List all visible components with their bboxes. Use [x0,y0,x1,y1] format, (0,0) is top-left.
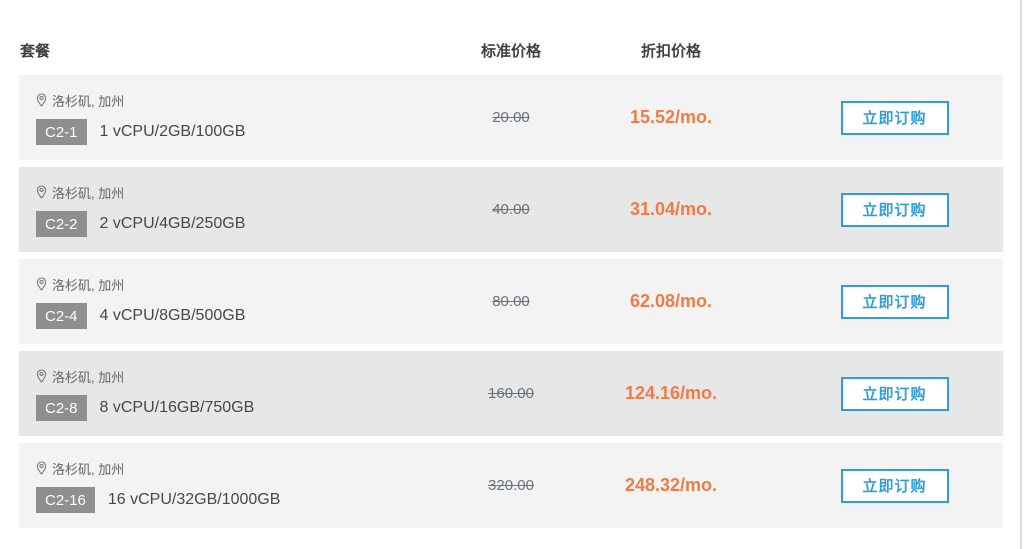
standard-price-cell: 160.00 [466,385,556,403]
standard-price-cell: 320.00 [466,477,556,495]
package-cell: 洛杉矶, 加州 C2-1 1 vCPU/2GB/100GB [19,75,466,160]
location-pin-icon [36,93,47,107]
standard-price-cell: 20.00 [466,109,556,127]
order-now-button[interactable]: 立即订购 [840,192,949,227]
package-cell: 洛杉矶, 加州 C2-16 16 vCPU/32GB/1000GB [19,443,466,528]
discount-price-cell: 62.08/mo. [556,291,786,312]
discount-price-cell: 15.52/mo. [556,107,786,128]
standard-price-cell: 80.00 [466,293,556,311]
plan-badge: C2-16 [36,486,95,513]
plan-row: 洛杉矶, 加州 C2-2 2 vCPU/4GB/250GB 40.00 31.0… [19,167,1003,252]
plan-line: C2-1 1 vCPU/2GB/100GB [36,118,466,145]
discount-price-cell: 248.32/mo. [556,475,786,496]
standard-price-cell: 40.00 [466,201,556,219]
column-header-package: 套餐 [20,43,51,60]
plan-row: 洛杉矶, 加州 C2-16 16 vCPU/32GB/1000GB 320.00… [19,443,1003,528]
location-pin-icon [36,369,47,383]
standard-price: 160.00 [488,384,534,402]
order-now-button[interactable]: 立即订购 [840,100,949,135]
action-cell: 立即订购 [786,192,1003,227]
location-line: 洛杉矶, 加州 [36,275,466,294]
plan-badge: C2-2 [36,210,87,237]
discount-price: 62.08/mo. [629,291,713,311]
plan-specs: 4 vCPU/8GB/500GB [99,306,246,324]
discount-price: 15.52/mo. [629,107,713,127]
location-pin-icon [36,277,47,291]
standard-price: 20.00 [492,108,530,126]
location-pin-icon [36,461,47,475]
table-header-row: 套餐 标准价格 折扣价格 [19,0,1003,75]
standard-price: 80.00 [492,292,530,310]
action-cell: 立即订购 [786,468,1003,503]
location-label: 洛杉矶, 加州 [52,185,125,201]
plan-line: C2-8 8 vCPU/16GB/750GB [36,394,466,421]
plan-specs: 8 vCPU/16GB/750GB [99,398,255,416]
plan-specs: 16 vCPU/32GB/1000GB [107,490,281,508]
plan-row: 洛杉矶, 加州 C2-4 4 vCPU/8GB/500GB 80.00 62.0… [19,259,1003,344]
column-header-standard-price: 标准价格 [480,43,541,60]
plan-row: 洛杉矶, 加州 C2-8 8 vCPU/16GB/750GB 160.00 12… [19,351,1003,436]
standard-price: 320.00 [488,476,534,494]
order-now-button[interactable]: 立即订购 [840,468,949,503]
package-cell: 洛杉矶, 加州 C2-8 8 vCPU/16GB/750GB [19,351,466,436]
location-label: 洛杉矶, 加州 [52,369,125,385]
plan-line: C2-2 2 vCPU/4GB/250GB [36,210,466,237]
location-line: 洛杉矶, 加州 [36,459,466,478]
plan-row: 洛杉矶, 加州 C2-1 1 vCPU/2GB/100GB 20.00 15.5… [19,75,1003,160]
action-cell: 立即订购 [786,284,1003,319]
pricing-table: 套餐 标准价格 折扣价格 洛杉矶, 加州 C2-1 1 vCPU/2GB/100… [19,0,1003,535]
location-line: 洛杉矶, 加州 [36,91,466,110]
plan-badge: C2-8 [36,394,87,421]
plan-badge: C2-1 [36,118,87,145]
page-right-border [1020,0,1022,549]
plan-badge: C2-4 [36,302,87,329]
location-label: 洛杉矶, 加州 [52,93,125,109]
discount-price: 124.16/mo. [624,383,718,403]
discount-price: 31.04/mo. [629,199,713,219]
standard-price: 40.00 [492,200,530,218]
plan-line: C2-4 4 vCPU/8GB/500GB [36,302,466,329]
action-cell: 立即订购 [786,376,1003,411]
action-cell: 立即订购 [786,100,1003,135]
discount-price-cell: 31.04/mo. [556,199,786,220]
location-label: 洛杉矶, 加州 [52,277,125,293]
package-cell: 洛杉矶, 加州 C2-2 2 vCPU/4GB/250GB [19,167,466,252]
order-now-button[interactable]: 立即订购 [840,376,949,411]
order-now-button[interactable]: 立即订购 [840,284,949,319]
location-pin-icon [36,185,47,199]
location-label: 洛杉矶, 加州 [52,461,125,477]
location-line: 洛杉矶, 加州 [36,183,466,202]
location-line: 洛杉矶, 加州 [36,367,466,386]
plan-specs: 1 vCPU/2GB/100GB [99,122,246,140]
plan-line: C2-16 16 vCPU/32GB/1000GB [36,486,466,513]
table-body: 洛杉矶, 加州 C2-1 1 vCPU/2GB/100GB 20.00 15.5… [19,75,1003,528]
column-header-discount-price: 折扣价格 [640,43,701,60]
plan-specs: 2 vCPU/4GB/250GB [99,214,246,232]
package-cell: 洛杉矶, 加州 C2-4 4 vCPU/8GB/500GB [19,259,466,344]
discount-price-cell: 124.16/mo. [556,383,786,404]
discount-price: 248.32/mo. [624,475,718,495]
